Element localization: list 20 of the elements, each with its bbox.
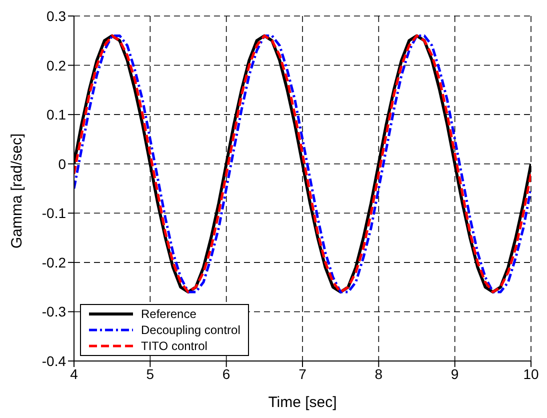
- legend-label: TITO control: [141, 339, 208, 353]
- y-tick-label: -0.4: [42, 352, 66, 369]
- y-tick-label: 0.3: [46, 8, 66, 24]
- y-tick-label: 0.1: [46, 106, 66, 123]
- x-tick-label: 5: [146, 366, 154, 382]
- y-tick-label: -0.2: [42, 254, 66, 270]
- y-tick-label: -0.1: [42, 205, 66, 222]
- x-tick-label: 9: [450, 366, 459, 382]
- x-tick-label: 10: [523, 366, 539, 382]
- x-axis-title: Time [sec]: [268, 394, 337, 411]
- x-tick-label: 6: [222, 366, 230, 382]
- y-tick-label: 0.2: [46, 57, 66, 74]
- x-tick-label: 7: [298, 366, 307, 382]
- y-axis-title: Gamma [rad/sec]: [8, 133, 26, 248]
- x-tick-label: 8: [374, 366, 383, 382]
- legend-label: Reference: [141, 307, 196, 321]
- y-tick-label: 0: [58, 156, 66, 172]
- y-tick-label: -0.3: [42, 304, 66, 320]
- x-tick-label: 4: [70, 366, 78, 382]
- legend-label: Decoupling control: [141, 323, 240, 337]
